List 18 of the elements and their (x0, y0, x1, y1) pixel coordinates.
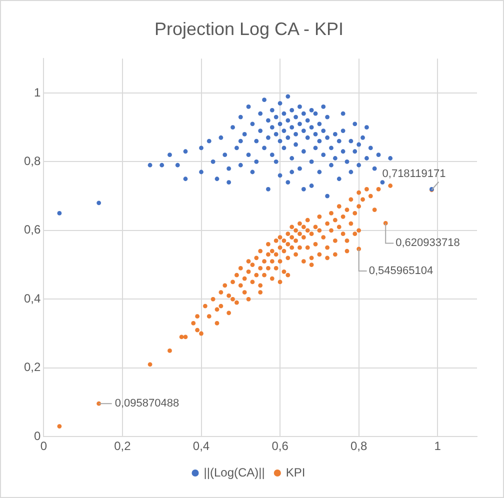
y-tick-label: 0,4 (24, 291, 41, 306)
y-tick-label: 0,8 (24, 154, 41, 168)
y-tick-label: 1 (34, 85, 41, 100)
annotation: 0,545965104 (368, 265, 434, 278)
x-tick-label: 0,4 (192, 439, 210, 454)
annotation: 0,620933718 (396, 237, 460, 250)
chart-title: Projection Log CA - KPI (154, 18, 344, 39)
x-tick-label: 1 (434, 439, 442, 454)
y-tick-label: 0 (34, 428, 41, 443)
annotation: 0,718119171 (382, 168, 446, 180)
legend-label: ||(Log(CA)|| (204, 465, 265, 480)
x-tick-label: 0,6 (272, 439, 289, 454)
x-tick-label: 0,8 (350, 439, 368, 454)
y-tick-label: 0,2 (24, 360, 41, 374)
y-tick-label: 0,6 (24, 222, 41, 237)
x-tick-label: 0,2 (114, 439, 132, 454)
annotation: 0,095870488 (114, 398, 180, 410)
legend-label: KPI (286, 465, 306, 480)
